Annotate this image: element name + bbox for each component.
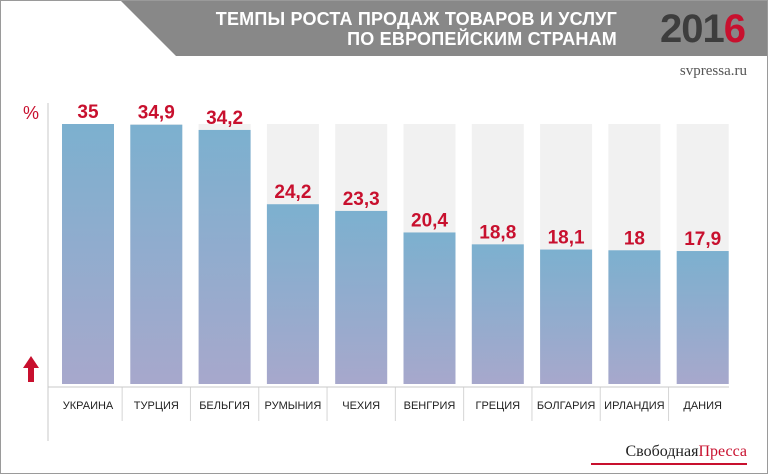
category-label: ЧЕХИЯ [342, 400, 380, 412]
bar [676, 251, 729, 384]
bar-value-label: 18 [624, 228, 645, 249]
brand-logo: СвободнаяПресса [625, 443, 747, 461]
bar [403, 232, 456, 384]
up-arrow-icon [23, 356, 39, 382]
bar [471, 244, 524, 384]
bar-value-label: 34,2 [206, 108, 243, 129]
category-label: БОЛГАРИЯ [537, 400, 596, 412]
bar [335, 210, 388, 384]
year-prefix: 201 [660, 7, 725, 51]
bar [198, 129, 251, 384]
brand-part-2: Пресса [698, 443, 747, 460]
bar [266, 204, 319, 384]
category-label: ВЕНГРИЯ [404, 400, 456, 412]
bar [608, 250, 661, 384]
category-label: РУМЫНИЯ [265, 400, 322, 412]
category-label: ДАНИЯ [683, 400, 722, 412]
bar [62, 124, 114, 384]
year-label: 2016 [660, 7, 746, 51]
year-suffix: 6 [723, 7, 746, 51]
title-line-1: ТЕМПЫ РОСТА ПРОДАЖ ТОВАРОВ И УСЛУГ [215, 9, 617, 29]
category-label: БЕЛЬГИЯ [199, 400, 250, 412]
header: ТЕМПЫ РОСТА ПРОДАЖ ТОВАРОВ И УСЛУГ ПО ЕВ… [1, 1, 767, 56]
brand-part-1: Свободная [625, 443, 699, 460]
header-band [121, 1, 767, 56]
bar-value-label: 34,9 [138, 103, 175, 124]
bar [540, 249, 593, 384]
brand-underline [591, 463, 747, 465]
bar-value-label: 17,9 [684, 229, 721, 250]
bar-value-label: 18,1 [548, 228, 585, 249]
category-label: УКРАИНА [63, 400, 114, 412]
bar-value-label: 23,3 [343, 189, 380, 210]
bar-value-label: 24,2 [274, 182, 311, 203]
bar-value-label: 18,8 [479, 222, 516, 243]
chart-title: ТЕМПЫ РОСТА ПРОДАЖ ТОВАРОВ И УСЛУГ ПО ЕВ… [97, 9, 617, 49]
category-label: ТУРЦИЯ [134, 400, 179, 412]
title-line-2: ПО ЕВРОПЕЙСКИМ СТРАНАМ [347, 29, 617, 49]
bar-value-label: 20,4 [411, 210, 448, 231]
y-axis-label: % [23, 103, 39, 123]
source-label: svpressa.ru [679, 63, 747, 79]
category-label: ИРЛАНДИЯ [604, 400, 664, 412]
bar [130, 124, 183, 384]
bar-value-label: 35 [77, 102, 99, 123]
category-label: ГРЕЦИЯ [475, 400, 520, 412]
